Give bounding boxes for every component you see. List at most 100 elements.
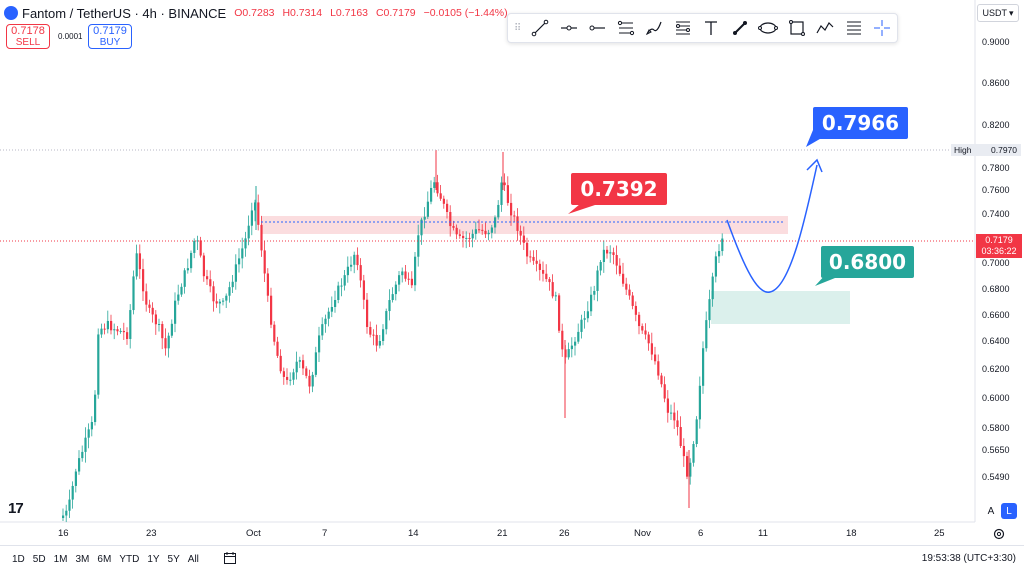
candle-body [676,420,679,428]
arrow-icon[interactable] [726,16,755,40]
candle-body [513,215,516,217]
range-button[interactable]: 1Y [147,554,160,565]
range-button[interactable]: 5D [32,554,46,565]
candle-body [650,343,653,355]
candle-body [484,230,487,235]
candle-body [260,224,263,251]
fantom-logo-icon [4,6,18,20]
current-price-tag: 0.7179 03:36:22 [976,234,1022,258]
candle-body [183,270,186,287]
calendar-icon[interactable] [223,551,237,568]
brush-icon[interactable] [640,16,669,40]
candle-body [593,290,596,295]
price-tick-label: 0.6000 [982,393,1010,403]
chevron-down-icon: ▾ [1008,7,1014,18]
clock-timezone[interactable]: 19:53:38 (UTC+3:30) [921,553,1016,564]
candle-body [145,291,148,305]
gear-icon[interactable] [993,528,1005,540]
candle-body [692,444,695,463]
candle-body [266,273,269,296]
candle-body [369,327,372,335]
trend-line-icon[interactable] [526,16,555,40]
candle-body [689,462,692,477]
rectangle-icon[interactable] [783,16,812,40]
candle-body [350,264,353,267]
auto-scale-button[interactable]: A [987,505,995,517]
path-icon[interactable] [811,16,840,40]
horizontal-ray-icon[interactable] [555,16,584,40]
candle-body [394,284,397,295]
resistance-callout-pointer [568,204,598,214]
drag-handle-icon[interactable]: ⠿ [514,22,521,34]
price-tick-label: 0.5650 [982,445,1010,455]
candle-body [180,286,183,295]
sell-label: SELL [15,37,41,48]
resistance-callout[interactable]: 0.7392 [571,173,667,205]
sell-price: 0.7178 [11,25,45,37]
current-price: 0.7179 [985,235,1013,245]
ray-icon[interactable] [583,16,612,40]
candle-body [641,326,644,331]
candle-body [612,252,615,255]
candle-body [510,202,513,216]
range-button[interactable]: 1D [12,554,25,565]
tradingview-logo-icon[interactable]: 17 [8,500,24,517]
candle-body [270,295,273,325]
candle-body [250,210,253,226]
candle-body [142,269,145,292]
candle-body [324,318,327,325]
price-tick-label: 0.7800 [982,163,1010,173]
log-scale-button[interactable]: L [1001,503,1017,519]
candle-body [161,324,164,339]
high-label: High [954,145,972,155]
candle-body [225,295,228,301]
sell-button[interactable]: 0.7178 SELL [6,24,50,49]
range-button[interactable]: YTD [119,554,140,565]
high-value: 0.7970 [991,145,1017,155]
buy-button[interactable]: 0.7179 BUY [88,24,132,49]
candle-body [625,283,628,290]
target-callout[interactable]: 0.7966 [813,107,908,139]
currency-selector[interactable]: USDT ▾ [977,4,1019,22]
candle-body [465,237,468,239]
candle-body [372,334,375,336]
candle-body [154,314,157,325]
candle-body [378,340,381,346]
candle-body [452,226,455,228]
range-button[interactable]: 6M [97,554,112,565]
candle-body [238,258,241,265]
symbol-title[interactable]: Fantom / TetherUS · 4h · BINANCE [22,5,227,21]
range-button[interactable]: All [187,554,199,565]
ellipse-icon[interactable] [754,16,783,40]
candle-body [90,422,93,430]
range-button[interactable]: 3M [75,554,90,565]
parallel-channel-icon[interactable] [612,16,641,40]
buy-label: BUY [99,37,121,48]
candle-body [708,299,711,321]
candle-body [174,300,177,324]
low-value: L0.7163 [330,7,369,19]
candle-body [554,295,557,297]
text-icon[interactable] [697,16,726,40]
candle-body [673,412,676,421]
range-button[interactable]: 1M [53,554,68,565]
high-value: H0.7314 [282,7,323,19]
candle-body [503,182,506,186]
long-position-icon[interactable] [840,16,869,40]
candle-body [241,248,244,259]
candle-body [228,287,231,296]
support-callout[interactable]: 0.6800 [821,246,914,278]
candle-body [78,458,81,472]
fib-retracement-icon[interactable] [669,16,698,40]
bottom-toolbar: 1D 5D 1M 3M 6M YTD 1Y 5Y All 19:53:38 (UTC+3:30) [0,545,1024,573]
candle-body [586,311,589,319]
candle-body [254,202,257,211]
candle-body [606,249,609,254]
candle-body [170,323,173,336]
crosshair-icon[interactable] [868,16,897,40]
range-button[interactable]: 5Y [167,554,180,565]
candle-body [273,324,276,342]
candle-body [279,355,282,372]
candle-body [286,376,289,380]
